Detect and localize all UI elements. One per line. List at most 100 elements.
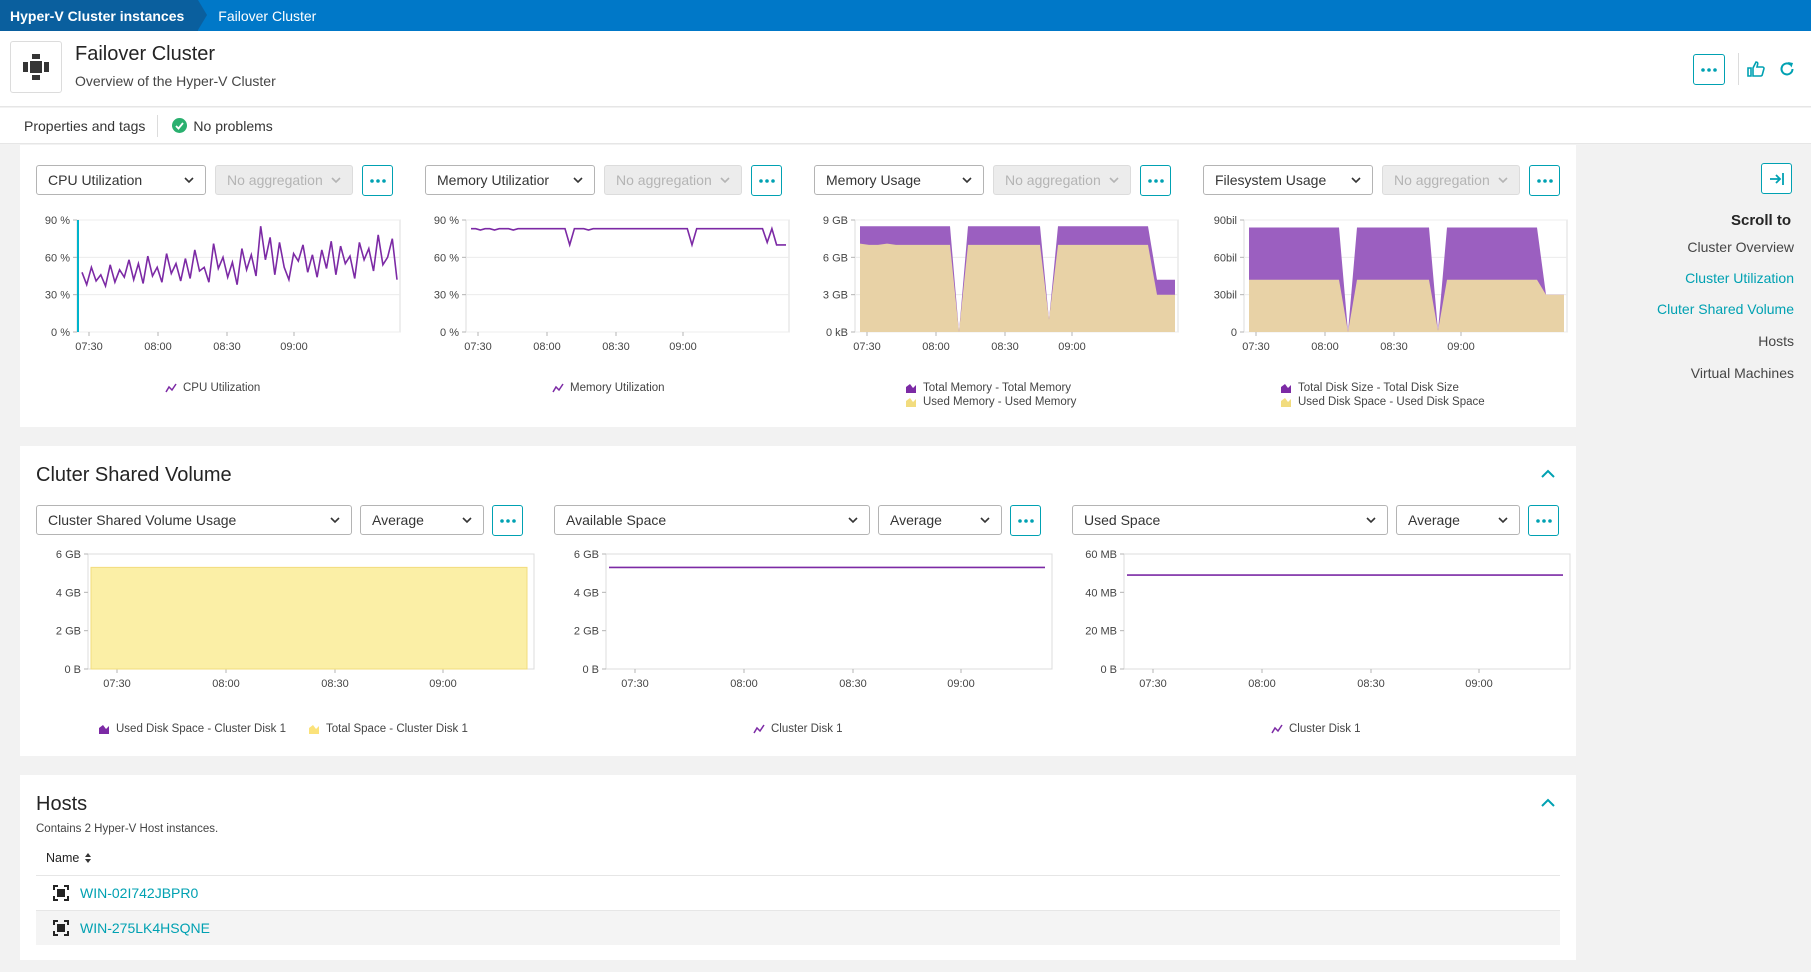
used-space-more-button[interactable] [1528, 505, 1559, 536]
legend-label: Memory Utilization [570, 382, 665, 394]
name-column-label: Name [46, 851, 80, 865]
nav-item-shared-volume[interactable]: Cluter Shared Volume [1657, 301, 1794, 317]
legend-item[interactable]: Used Disk Space - Used Disk Space [1280, 395, 1485, 409]
csv-usage-metric-select[interactable]: Cluster Shared Volume Usage [36, 505, 352, 535]
legend-item[interactable]: Memory Utilization [552, 381, 665, 395]
available-space-aggregation-select[interactable]: Average [878, 505, 1002, 535]
x-tick-label: 08:00 [1311, 341, 1339, 353]
memory-utilization-chart: 90 % 60 % 30 % 0 % 07:30 08:00 08:30 09:00 [434, 215, 790, 353]
available-space-metric-value: Available Space [566, 512, 667, 528]
shared-volume-title: Cluter Shared Volume [36, 464, 232, 486]
collapse-right-icon [1769, 172, 1784, 185]
used-space-aggregation-select[interactable]: Average [1396, 505, 1520, 535]
header-more-button[interactable] [1693, 54, 1725, 85]
x-tick-label: 07:30 [621, 678, 649, 690]
chevron-down-icon [330, 517, 340, 524]
memory-usage-metric-select[interactable]: Memory Usage [814, 165, 984, 195]
y-tick-label: 0 % [51, 327, 70, 339]
legend-item[interactable]: Total Disk Size - Total Disk Size [1280, 381, 1485, 395]
chevron-down-icon [1351, 177, 1361, 184]
available-space-metric-select[interactable]: Available Space [554, 505, 870, 535]
cpu-chart-legend: CPU Utilization [165, 381, 260, 395]
series-line [81, 226, 398, 289]
legend-label: Total Space - Cluster Disk 1 [326, 723, 468, 735]
legend-item[interactable]: Used Memory - Used Memory [905, 395, 1076, 409]
nav-item-cluster-overview[interactable]: Cluster Overview [1687, 239, 1794, 255]
cpu-metric-select[interactable]: CPU Utilization [36, 165, 206, 195]
x-tick-label: 09:00 [280, 341, 308, 353]
x-tick-label: 08:00 [922, 341, 950, 353]
name-column-header[interactable]: Name [46, 851, 92, 865]
x-tick-label: 09:00 [947, 678, 975, 690]
host-icon [52, 884, 70, 902]
y-tick-label: 60 % [434, 252, 459, 264]
legend-item[interactable]: Total Space - Cluster Disk 1 [308, 722, 468, 736]
y-tick-label: 0 % [440, 327, 459, 339]
area-series-icon [99, 725, 109, 734]
thumbs-up-icon[interactable] [1745, 57, 1767, 81]
memory-utilization-more-button[interactable] [751, 165, 782, 196]
check-icon [172, 118, 188, 133]
y-tick-label: 3 GB [823, 290, 848, 302]
chevron-down-icon [962, 177, 972, 184]
nav-item-virtual-machines[interactable]: Virtual Machines [1690, 365, 1794, 381]
more-icon [1535, 518, 1552, 523]
hosts-collapse-button[interactable] [1538, 795, 1558, 811]
x-tick-label: 09:00 [669, 341, 697, 353]
x-tick-label: 08:30 [213, 341, 241, 353]
cpu-chart-more-button[interactable] [362, 165, 393, 196]
cluster-icon [10, 41, 62, 93]
memory-usage-more-button[interactable] [1140, 165, 1171, 196]
filesystem-usage-aggregation-value: No aggregation [1394, 172, 1490, 188]
legend-item[interactable]: Cluster Disk 1 [1271, 722, 1361, 736]
properties-and-tags-link[interactable]: Properties and tags [0, 114, 159, 137]
nav-item-cluster-utilization[interactable]: Cluster Utilization [1685, 270, 1794, 286]
used-space-chart: 60 MB 40 MB 20 MB 0 B 07:30 08:00 08:30 09:00 [1085, 549, 1571, 690]
area-series-icon [1281, 384, 1291, 393]
nav-item-hosts[interactable]: Hosts [1758, 333, 1794, 349]
y-tick-label: 0 B [582, 664, 599, 676]
legend-item[interactable]: Used Disk Space - Cluster Disk 1 [98, 722, 286, 736]
host-link[interactable]: WIN-275LK4HSQNE [80, 920, 210, 936]
legend-item[interactable]: CPU Utilization [165, 381, 260, 395]
more-icon [499, 518, 516, 523]
more-icon [369, 178, 386, 183]
used-space-metric-select[interactable]: Used Space [1072, 505, 1388, 535]
cpu-utilization-chart: 90 % 60 % 30 % 0 % 07:30 08:00 08:30 09:00 [45, 215, 401, 353]
chevron-down-icon [848, 517, 858, 524]
memory-utilization-metric-select[interactable]: Memory Utilizatior [425, 165, 595, 195]
hosts-panel: Hosts Contains 2 Hyper-V Host instances.… [20, 775, 1576, 960]
x-tick-label: 08:30 [991, 341, 1019, 353]
used-space-metric-value: Used Space [1084, 512, 1161, 528]
y-tick-label: 20 MB [1085, 626, 1117, 638]
filesystem-usage-more-button[interactable] [1529, 165, 1560, 196]
shared-volume-collapse-button[interactable] [1538, 466, 1558, 482]
table-row[interactable]: WIN-275LK4HSQNE [36, 910, 1560, 945]
table-row[interactable]: WIN-02I742JBPR0 [36, 875, 1560, 910]
problem-status-label: No problems [193, 117, 273, 134]
y-tick-label: 30 % [434, 290, 459, 302]
breadcrumb-item-cluster-instances[interactable]: Hyper-V Cluster instances [0, 0, 208, 31]
legend-label: Used Memory - Used Memory [923, 396, 1077, 408]
available-space-more-button[interactable] [1010, 505, 1041, 536]
filesystem-usage-aggregation-select: No aggregation [1382, 165, 1520, 195]
legend-label: Cluster Disk 1 [771, 723, 843, 735]
series-area [90, 566, 528, 670]
legend-item[interactable]: Total Memory - Total Memory [905, 381, 1076, 395]
cpu-aggregation-select-value: No aggregation [227, 172, 323, 188]
filesystem-usage-metric-select[interactable]: Filesystem Usage [1203, 165, 1373, 195]
line-series-icon [552, 383, 564, 393]
refresh-icon[interactable] [1776, 57, 1798, 81]
csv-usage-aggregation-select[interactable]: Average [360, 505, 484, 535]
problem-status[interactable]: No problems [158, 117, 273, 134]
y-tick-label: 6 GB [56, 549, 81, 561]
collapse-sidebar-button[interactable] [1761, 163, 1792, 194]
y-tick-label: 4 GB [574, 587, 599, 599]
more-icon [1701, 67, 1717, 72]
legend-item[interactable]: Cluster Disk 1 [753, 722, 843, 736]
chevron-down-icon [1366, 517, 1376, 524]
y-tick-label: 0 [1231, 327, 1237, 339]
csv-usage-more-button[interactable] [492, 505, 523, 536]
y-tick-label: 90 % [434, 215, 459, 227]
host-link[interactable]: WIN-02I742JBPR0 [80, 885, 199, 901]
